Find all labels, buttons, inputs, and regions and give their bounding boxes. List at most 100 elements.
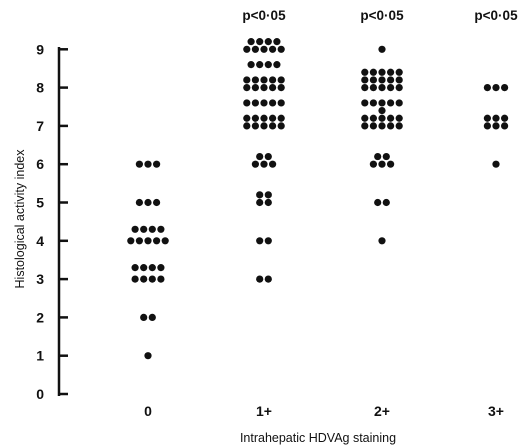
data-point — [361, 99, 369, 107]
data-points — [127, 38, 509, 360]
data-point — [395, 76, 403, 84]
data-point — [277, 45, 285, 53]
data-point — [501, 122, 509, 130]
data-point — [260, 114, 268, 122]
data-point — [277, 114, 285, 122]
data-point — [256, 38, 264, 46]
data-point — [395, 99, 403, 107]
data-point — [395, 84, 403, 92]
y-tick-label: 6 — [36, 156, 44, 172]
data-point — [260, 99, 268, 107]
data-point — [269, 160, 277, 168]
data-point — [144, 198, 152, 207]
data-point — [243, 122, 251, 130]
data-point — [251, 99, 259, 107]
data-point — [483, 122, 491, 130]
data-point — [247, 61, 255, 69]
x-category-label: 2+ — [374, 403, 390, 419]
data-point — [247, 38, 255, 46]
data-point — [382, 152, 390, 161]
data-point — [378, 106, 386, 115]
y-tick-label: 4 — [36, 233, 44, 249]
data-point — [492, 114, 500, 122]
data-point — [144, 160, 152, 168]
data-point — [264, 152, 272, 161]
data-point — [148, 264, 156, 272]
data-point — [277, 122, 285, 130]
y-axis-title: Histological activity index — [13, 149, 27, 289]
data-point — [140, 225, 148, 233]
x-category-label: 1+ — [256, 403, 272, 419]
x-category-label: 3+ — [488, 403, 504, 419]
data-point — [269, 99, 277, 107]
data-point — [131, 275, 139, 283]
data-point — [260, 76, 268, 84]
p-value-label: p<0·05 — [360, 8, 404, 23]
data-point — [361, 122, 369, 130]
data-point — [157, 264, 165, 272]
data-point — [501, 84, 509, 92]
data-point — [483, 84, 491, 92]
data-point — [144, 237, 152, 245]
y-ticks: 0 1 2 3 4 5 6 7 8 9 — [36, 41, 68, 402]
data-point — [251, 84, 259, 92]
data-point — [144, 352, 152, 360]
data-point — [378, 237, 386, 245]
data-point — [492, 122, 500, 130]
data-point — [378, 114, 386, 122]
data-point — [264, 198, 272, 207]
data-point — [264, 191, 272, 199]
data-point — [157, 225, 165, 233]
data-point — [251, 45, 259, 53]
y-tick-label: 1 — [36, 348, 44, 364]
data-point — [256, 191, 264, 199]
data-point — [269, 45, 277, 53]
data-point — [264, 38, 272, 46]
x-category-label: 0 — [144, 403, 152, 419]
data-point — [277, 84, 285, 92]
data-point — [148, 275, 156, 283]
data-point — [361, 68, 369, 76]
y-tick-label: 5 — [36, 195, 44, 211]
data-point — [369, 160, 377, 168]
data-point — [135, 160, 143, 168]
data-point — [251, 76, 259, 84]
data-point — [131, 225, 139, 233]
data-point — [260, 45, 268, 53]
data-point — [273, 38, 281, 46]
data-point — [260, 160, 268, 168]
data-point — [361, 114, 369, 122]
data-point — [269, 114, 277, 122]
data-point — [395, 122, 403, 130]
y-tick-label: 0 — [36, 386, 44, 402]
p-value-annotations: p<0·05 p<0·05 p<0·05 — [242, 8, 518, 23]
data-point — [161, 237, 169, 245]
data-point — [277, 99, 285, 107]
data-point — [378, 84, 386, 92]
data-point — [153, 198, 161, 207]
data-point — [269, 76, 277, 84]
data-point — [153, 160, 161, 168]
data-point — [140, 275, 148, 283]
data-point — [251, 160, 259, 168]
data-point — [243, 114, 251, 122]
data-point — [501, 114, 509, 122]
data-point — [374, 198, 382, 207]
data-point — [243, 45, 251, 53]
data-point — [256, 61, 264, 69]
data-point — [395, 114, 403, 122]
y-tick-label: 9 — [36, 41, 44, 57]
x-axis-title: Intrahepatic HDVAg staining — [240, 431, 396, 445]
data-point — [243, 76, 251, 84]
data-point — [387, 76, 395, 84]
data-point — [378, 122, 386, 130]
data-point — [492, 160, 500, 168]
y-tick-label: 3 — [36, 271, 44, 287]
data-point — [387, 84, 395, 92]
data-point — [378, 45, 386, 53]
y-tick-label: 2 — [36, 309, 44, 325]
data-point — [264, 237, 272, 245]
data-point — [135, 237, 143, 245]
data-point — [369, 114, 377, 122]
